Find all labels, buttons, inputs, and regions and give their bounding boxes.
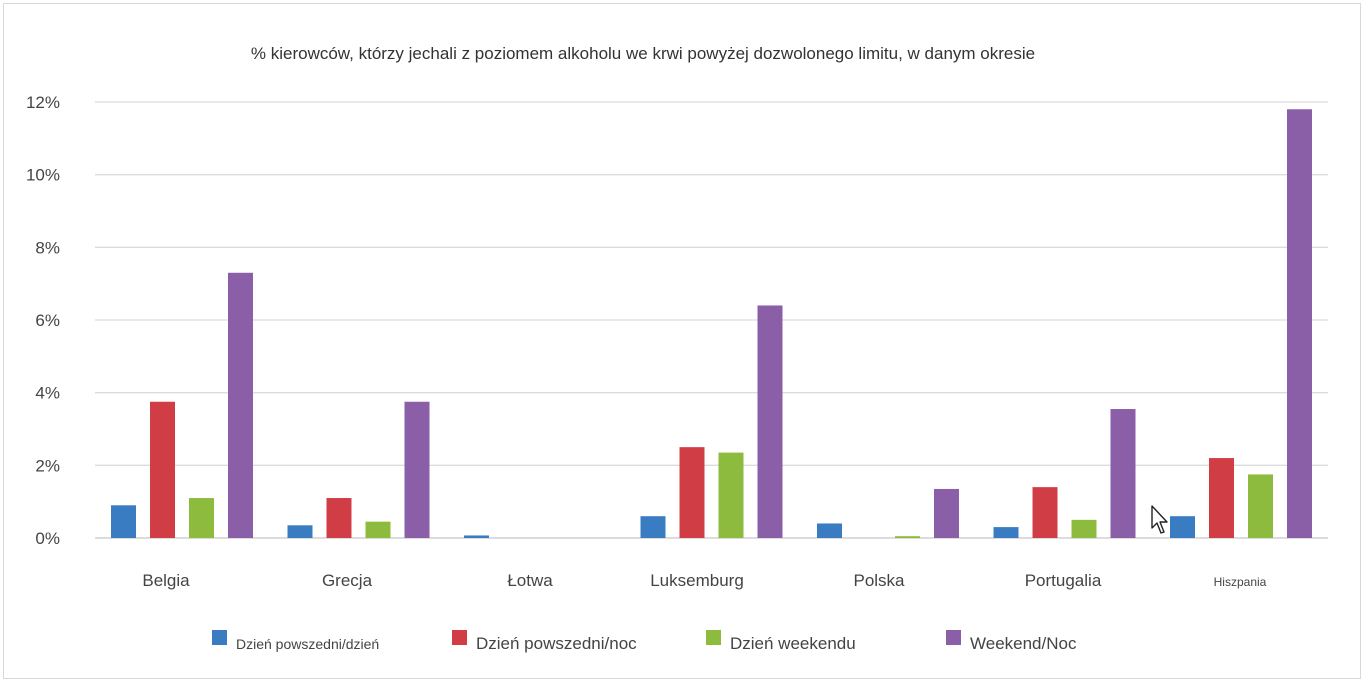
legend-label: Dzień powszedni/dzień	[236, 636, 379, 652]
bar	[718, 452, 744, 538]
bar	[111, 505, 136, 538]
y-tick-label: 4%	[35, 384, 60, 403]
x-tick-label: Luksemburg	[650, 571, 744, 590]
bar	[1071, 519, 1097, 538]
bar	[679, 447, 705, 538]
x-tick-label: Portugalia	[1025, 571, 1102, 590]
mouse-cursor-icon	[1151, 505, 1168, 534]
y-tick-label: 6%	[35, 311, 60, 330]
legend-item: Dzień powszedni/dzień	[212, 630, 379, 652]
bar	[1032, 487, 1058, 538]
y-tick-label: 12%	[26, 93, 60, 112]
legend-item: Weekend/Noc	[946, 630, 1077, 653]
y-tick-label: 8%	[35, 238, 60, 257]
bar	[326, 498, 352, 538]
bar	[464, 535, 489, 538]
bar	[287, 525, 313, 538]
bar	[895, 536, 920, 538]
bar	[365, 521, 391, 538]
bar	[228, 272, 253, 538]
legend-swatch	[706, 630, 721, 645]
bar	[640, 516, 666, 538]
y-tick-label: 0%	[35, 529, 60, 548]
legend: Dzień powszedni/dzień Dzień powszedni/noc…	[212, 630, 1077, 653]
x-tick-label: Grecja	[322, 571, 373, 590]
bar	[1248, 474, 1273, 538]
x-tick-label: Polska	[853, 571, 905, 590]
bar	[1170, 516, 1195, 538]
bar	[1287, 109, 1312, 539]
bar	[817, 523, 842, 538]
bar	[993, 527, 1019, 538]
bar	[1110, 409, 1136, 538]
bar	[1209, 458, 1234, 538]
legend-label: Dzień weekendu	[730, 634, 856, 653]
chart-title: % kierowców, którzy jechali z poziomem a…	[251, 44, 1035, 63]
bar	[404, 401, 430, 538]
grid-lines	[95, 101, 1328, 539]
x-tick-label: Belgia	[142, 571, 190, 590]
legend-swatch	[452, 630, 467, 645]
legend-item: Dzień powszedni/noc	[452, 630, 637, 653]
legend-item: Dzień weekendu	[706, 630, 856, 653]
x-tick-label: Hiszpania	[1214, 575, 1267, 589]
bars	[111, 109, 1312, 539]
x-axis: Belgia Grecja Łotwa Luksemburg Polska Portuga…	[142, 571, 1266, 590]
x-tick-label: Łotwa	[507, 571, 553, 590]
bar	[934, 488, 959, 538]
y-axis: 0% 2% 4% 6% 8% 10% 12%	[26, 93, 60, 548]
bar	[757, 305, 783, 538]
y-tick-label: 10%	[26, 166, 60, 185]
legend-swatch	[212, 630, 227, 645]
y-tick-label: 2%	[35, 456, 60, 475]
bar	[150, 401, 175, 538]
bar	[189, 498, 214, 538]
legend-label: Weekend/Noc	[970, 634, 1077, 653]
legend-label: Dzień powszedni/noc	[476, 634, 637, 653]
legend-swatch	[946, 630, 961, 645]
